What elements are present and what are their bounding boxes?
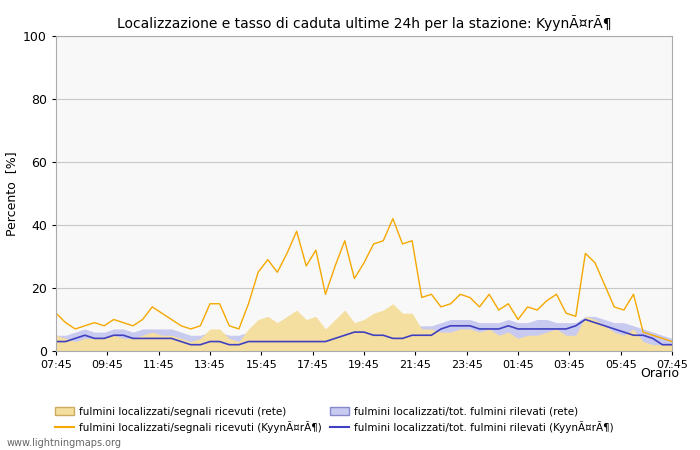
Title: Localizzazione e tasso di caduta ultime 24h per la stazione: KyynÃ¤rÃ¶: Localizzazione e tasso di caduta ultime … [117, 15, 611, 31]
Legend: fulmini localizzati/segnali ricevuti (rete), fulmini localizzati/segnali ricevut: fulmini localizzati/segnali ricevuti (re… [55, 407, 614, 433]
Text: Orario: Orario [640, 367, 679, 380]
Y-axis label: Percento  [%]: Percento [%] [4, 151, 18, 236]
Text: www.lightningmaps.org: www.lightningmaps.org [7, 438, 122, 448]
